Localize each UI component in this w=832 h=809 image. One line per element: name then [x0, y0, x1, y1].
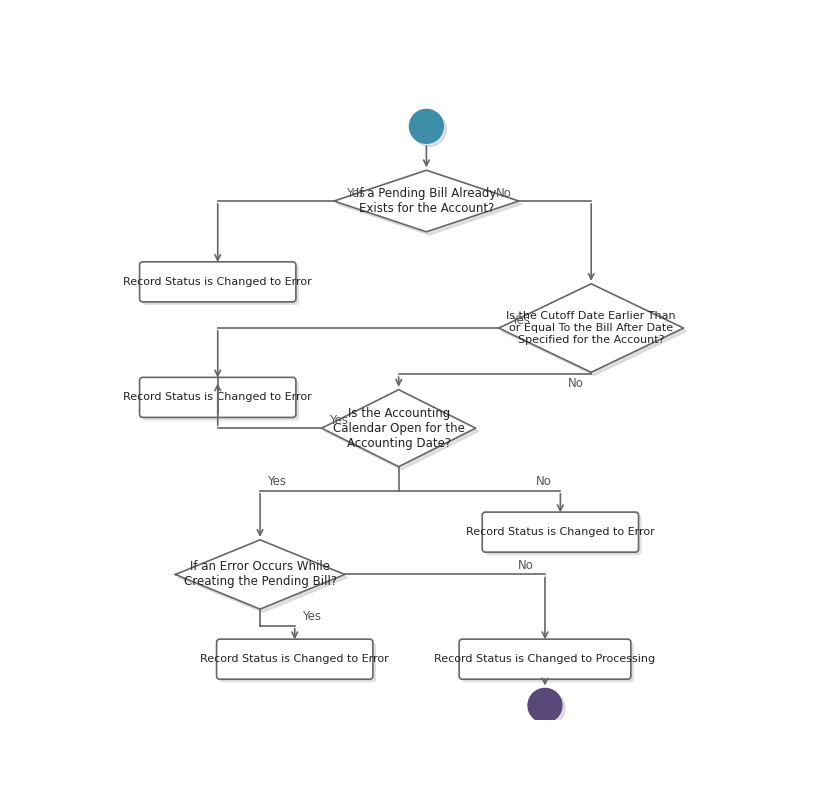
Text: Record Status is Changed to Processing: Record Status is Changed to Processing	[434, 654, 656, 664]
Polygon shape	[337, 173, 522, 235]
Circle shape	[528, 688, 562, 722]
FancyBboxPatch shape	[140, 262, 296, 302]
Polygon shape	[324, 392, 478, 470]
Polygon shape	[502, 287, 686, 375]
Text: No: No	[568, 378, 584, 391]
Text: Record Status is Changed to Error: Record Status is Changed to Error	[123, 277, 312, 287]
Polygon shape	[322, 390, 476, 467]
Text: Yes: Yes	[511, 314, 530, 327]
FancyBboxPatch shape	[485, 515, 641, 555]
FancyBboxPatch shape	[216, 639, 373, 680]
Circle shape	[531, 692, 565, 726]
FancyBboxPatch shape	[142, 265, 299, 305]
Text: No: No	[496, 187, 512, 200]
Text: If an Error Occurs While
Creating the Pending Bill?: If an Error Occurs While Creating the Pe…	[184, 561, 337, 588]
Text: Yes: Yes	[329, 414, 348, 427]
Polygon shape	[178, 543, 348, 612]
FancyBboxPatch shape	[220, 642, 376, 682]
Text: Is the Cutoff Date Earlier Than
or Equal To the Bill After Date
Specified for th: Is the Cutoff Date Earlier Than or Equal…	[507, 311, 676, 345]
Text: Yes: Yes	[302, 610, 321, 623]
Text: If a Pending Bill Already
Exists for the Account?: If a Pending Bill Already Exists for the…	[356, 187, 497, 215]
Polygon shape	[498, 284, 684, 372]
Polygon shape	[176, 540, 344, 609]
FancyBboxPatch shape	[140, 377, 296, 417]
Text: Record Status is Changed to Error: Record Status is Changed to Error	[123, 392, 312, 402]
FancyBboxPatch shape	[483, 512, 638, 553]
FancyBboxPatch shape	[459, 639, 631, 680]
Circle shape	[409, 109, 443, 143]
Text: No: No	[536, 475, 552, 488]
FancyBboxPatch shape	[142, 380, 299, 421]
Text: Record Status is Changed to Error: Record Status is Changed to Error	[201, 654, 389, 664]
Polygon shape	[334, 170, 519, 232]
Text: Yes: Yes	[268, 475, 286, 488]
Text: No: No	[518, 559, 533, 572]
FancyBboxPatch shape	[463, 642, 634, 682]
Circle shape	[413, 112, 447, 146]
Text: Record Status is Changed to Error: Record Status is Changed to Error	[466, 527, 655, 537]
Text: Yes: Yes	[346, 187, 365, 200]
Text: Is the Accounting
Calendar Open for the
Accounting Date?: Is the Accounting Calendar Open for the …	[333, 407, 464, 450]
